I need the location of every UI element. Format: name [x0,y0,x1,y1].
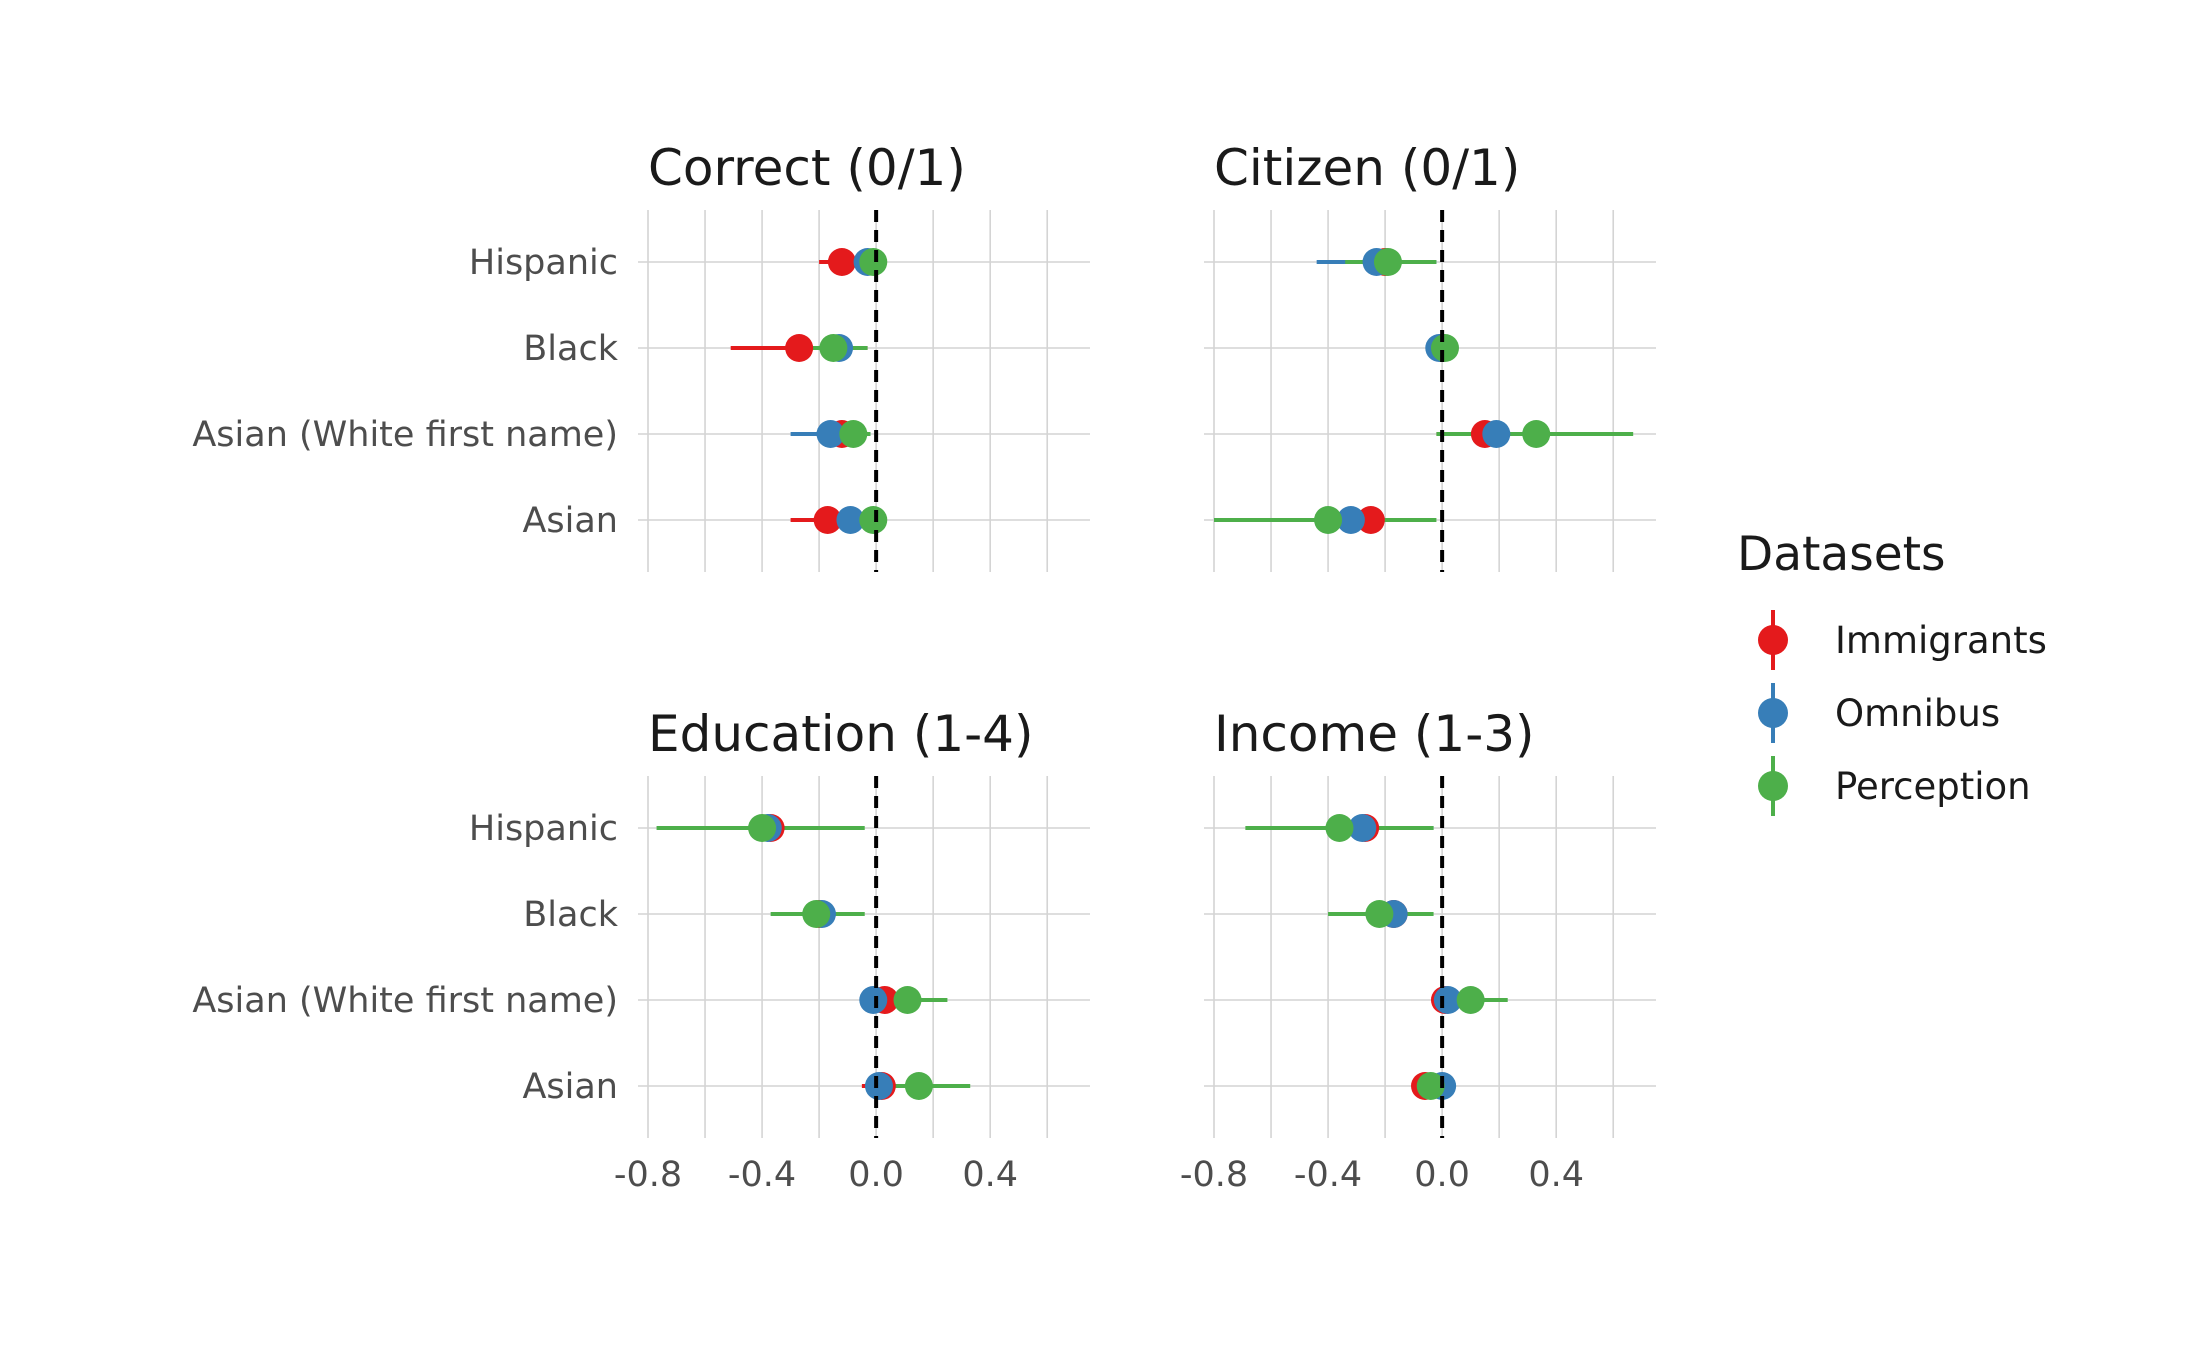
panel-title: Education (1-4) [648,705,1034,763]
x-tick-label: 0.0 [848,1155,904,1195]
x-tick-label: -0.4 [728,1155,796,1195]
point-estimate [893,986,922,1014]
panel-title: Income (1-3) [1214,705,1535,763]
x-tick-label: 0.0 [1414,1155,1470,1195]
legend-label: Immigrants [1835,619,2047,662]
legend-item: Perception [1758,756,2031,816]
category-label: Hispanic [469,809,618,849]
point-estimate [1365,900,1394,928]
category-label: Hispanic [469,243,618,283]
panel-3: Education (1-4) Hispanic Black Asian (White… [192,705,1090,1195]
point-estimate [802,900,831,928]
category-label: Asian [522,1067,618,1107]
point-estimate [859,506,888,534]
point-estimate [1416,1072,1445,1100]
legend-label: Perception [1835,765,2031,808]
category-label: Asian (White first name) [192,415,618,455]
x-tick-label: 0.4 [1528,1155,1584,1195]
legend-key-point [1758,625,1788,655]
x-tick-label: -0.8 [614,1155,682,1195]
point-estimate [859,986,888,1014]
x-tick-label: 0.4 [962,1155,1018,1195]
panel-title: Correct (0/1) [648,139,966,197]
x-tick-label: -0.4 [1294,1155,1362,1195]
panel-2: Citizen (0/1) [1204,139,1656,572]
panel-4: Income (1-3) -0.8 -0.4 0.0 0.4 [1180,705,1656,1195]
legend-title: Datasets [1737,527,1946,582]
point-estimate [1336,506,1365,534]
point-estimate [1482,420,1511,448]
category-label: Asian (White first name) [192,981,618,1021]
point-estimate [1522,420,1551,448]
point-estimate [819,334,848,362]
point-estimate [813,506,842,534]
point-estimate [1430,334,1459,362]
legend-item: Omnibus [1758,683,2000,743]
category-label: Black [523,329,618,369]
point-estimate [816,420,845,448]
point-estimate [839,420,868,448]
panel-title: Citizen (0/1) [1214,139,1520,197]
point-estimate [1314,506,1343,534]
point-estimate [785,334,814,362]
legend-item: Immigrants [1758,610,2047,670]
x-tick-label: -0.8 [1180,1155,1248,1195]
point-estimate [904,1072,933,1100]
point-estimate [1373,248,1402,276]
point-estimate [1356,506,1385,534]
legend-label: Omnibus [1835,692,2000,735]
category-label: Asian [522,501,618,541]
point-estimate [836,506,865,534]
point-estimate [827,248,856,276]
point-estimate [1325,814,1354,842]
point-estimate [1348,814,1377,842]
legend-key-point [1758,771,1788,801]
panel-1: Correct (0/1) Hispanic Black Asian (White f… [192,139,1090,572]
category-label: Black [523,895,618,935]
legend: Datasets Immigrants Omnibus Perception [1737,527,2047,816]
point-estimate [864,1072,893,1100]
point-estimate [859,248,888,276]
legend-key-point [1758,698,1788,728]
point-estimate [748,814,777,842]
panels: Correct (0/1) Hispanic Black Asian (White f… [192,139,1656,1195]
point-estimate [1456,986,1485,1014]
